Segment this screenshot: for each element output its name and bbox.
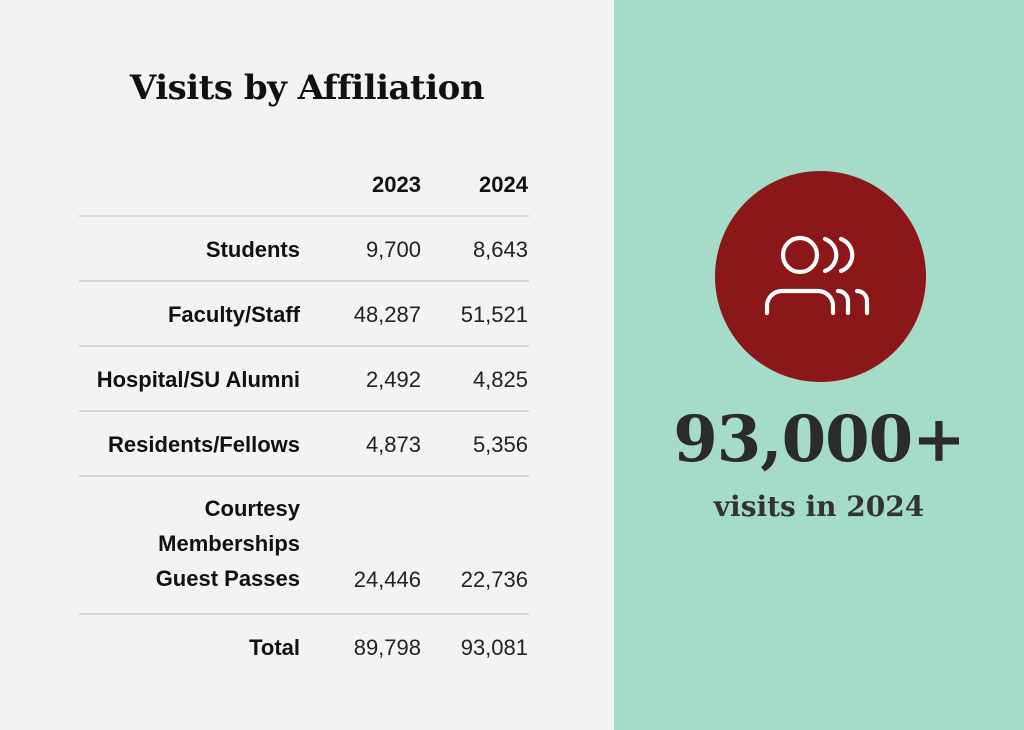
visits-caption: visits in 2024 bbox=[713, 490, 925, 523]
left-panel: Visits by Affiliation 2023 2024 Students… bbox=[79, 68, 529, 680]
row-label: Total bbox=[249, 634, 300, 662]
column-header-2023: 2023 bbox=[372, 172, 421, 197]
table-row: Residents/Fellows 4,873 5,356 bbox=[79, 412, 529, 477]
total-2023: 89,798 bbox=[353, 635, 421, 660]
value-2024: 22,736 bbox=[460, 567, 528, 592]
table-header-row: 2023 2024 bbox=[79, 160, 529, 217]
row-label: Students bbox=[206, 236, 300, 264]
value-2024: 51,521 bbox=[460, 302, 528, 327]
value-2024: 5,356 bbox=[472, 432, 528, 457]
row-label-line: Memberships bbox=[158, 531, 300, 556]
page-title: Visits by Affiliation bbox=[129, 68, 485, 108]
visits-total-number: 93,000+ bbox=[673, 402, 966, 477]
table-row: Students 9,700 8,643 bbox=[79, 217, 529, 282]
users-group-icon bbox=[764, 235, 870, 316]
row-label: Courtesy Memberships Guest Passes bbox=[156, 491, 300, 596]
row-label: Hospital/SU Alumni bbox=[97, 366, 300, 394]
row-label-line: Residents/Fellows bbox=[108, 432, 300, 457]
row-label: Residents/Fellows bbox=[108, 431, 300, 459]
icon-badge bbox=[715, 171, 926, 382]
value-2024: 4,825 bbox=[472, 367, 528, 392]
row-label-line: Hospital/SU Alumni bbox=[96, 367, 300, 392]
row-label-line: Total bbox=[249, 635, 300, 660]
value-2023: 4,873 bbox=[365, 432, 421, 457]
value-2024: 8,643 bbox=[472, 237, 528, 262]
row-label-line: Guest Passes bbox=[155, 566, 300, 591]
value-2023: 2,492 bbox=[365, 367, 421, 392]
table-row: Hospital/SU Alumni 2,492 4,825 bbox=[79, 347, 529, 412]
total-2024: 93,081 bbox=[460, 635, 528, 660]
value-2023: 24,446 bbox=[353, 567, 421, 592]
row-label-line: Courtesy bbox=[204, 496, 300, 521]
value-2023: 9,700 bbox=[365, 237, 421, 262]
table-row: Faculty/Staff 48,287 51,521 bbox=[79, 282, 529, 347]
column-header-2024: 2024 bbox=[479, 172, 528, 197]
affiliation-table: 2023 2024 Students 9,700 8,643 Faculty/S… bbox=[79, 160, 529, 680]
table-total-row: Total 89,798 93,081 bbox=[79, 615, 529, 680]
row-label: Faculty/Staff bbox=[168, 301, 300, 329]
row-label-line: Students bbox=[205, 237, 300, 262]
right-panel: 93,000+ visits in 2024 bbox=[614, 0, 1024, 730]
row-label-line: Faculty/Staff bbox=[167, 302, 300, 327]
value-2023: 48,287 bbox=[353, 302, 421, 327]
table-row: Courtesy Memberships Guest Passes 24,446… bbox=[79, 477, 529, 615]
